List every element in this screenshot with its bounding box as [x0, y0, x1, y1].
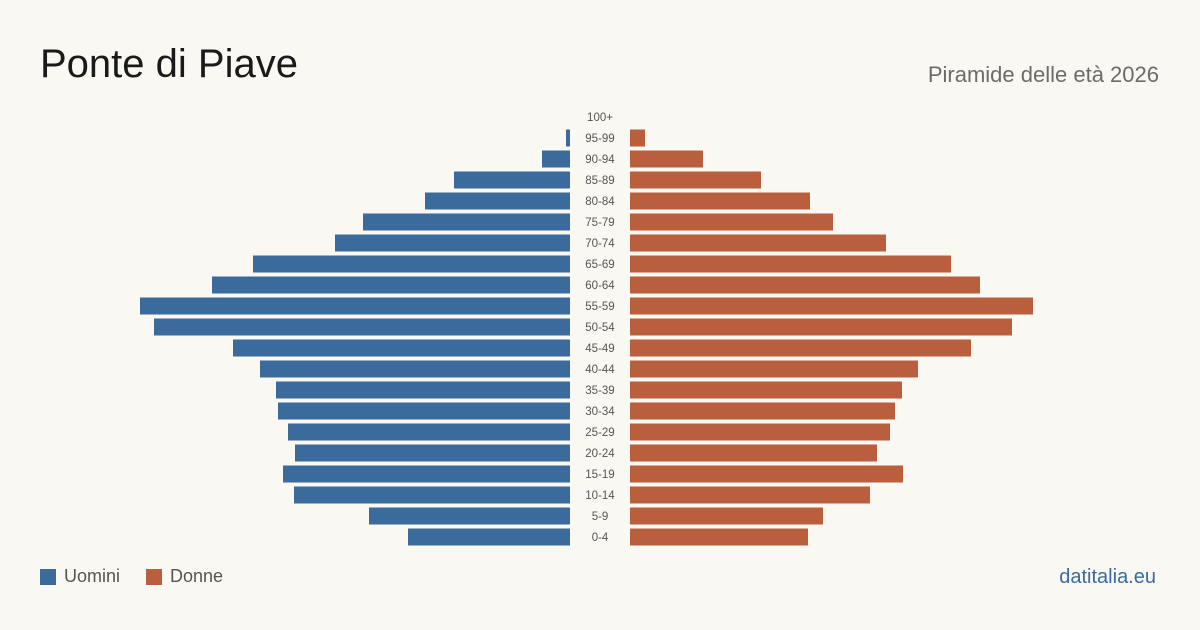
age-label-95-99: 95-99	[585, 133, 614, 145]
legend-item-women: Donne	[146, 566, 223, 587]
age-label-75-79: 75-79	[585, 217, 614, 229]
age-label-90-94: 90-94	[585, 154, 615, 166]
bar-women-10-14	[630, 486, 870, 504]
age-label-10-14: 10-14	[585, 490, 615, 502]
age-label-0-4: 0-4	[592, 532, 609, 544]
age-label-30-34: 30-34	[585, 406, 615, 418]
chart-subtitle: Piramide delle età 2026	[927, 62, 1159, 87]
bar-women-95-99	[630, 129, 645, 147]
bar-men-50-54	[154, 318, 570, 336]
bar-men-95-99	[566, 129, 570, 147]
bar-women-20-24	[630, 444, 877, 462]
bar-women-25-29	[630, 423, 890, 441]
bar-women-5-9	[630, 507, 823, 525]
legend-item-men: Uomini	[40, 566, 120, 587]
age-label-60-64: 60-64	[585, 280, 615, 292]
legend-swatch-men	[40, 568, 56, 585]
bar-men-35-39	[276, 381, 570, 399]
bar-men-45-49	[233, 339, 570, 357]
bar-men-85-89	[454, 171, 570, 189]
age-label-65-69: 65-69	[585, 259, 614, 271]
legend-label-women: Donne	[170, 566, 224, 586]
age-label-15-19: 15-19	[585, 469, 614, 481]
bar-women-75-79	[630, 213, 833, 231]
bar-men-15-19	[283, 465, 570, 483]
bar-women-80-84	[630, 192, 810, 210]
age-label-35-39: 35-39	[585, 385, 614, 397]
age-label-50-54: 50-54	[585, 322, 615, 334]
bar-women-45-49	[630, 339, 971, 357]
bar-men-25-29	[288, 423, 570, 441]
age-label-85-89: 85-89	[585, 175, 614, 187]
page-title: Ponte di Piave	[40, 42, 298, 86]
legend: Uomini Donne	[40, 566, 249, 587]
age-label-25-29: 25-29	[585, 427, 614, 439]
bar-men-30-34	[278, 402, 570, 420]
bar-women-65-69	[630, 255, 951, 273]
bar-women-60-64	[630, 276, 980, 294]
bar-women-40-44	[630, 360, 918, 378]
bar-women-85-89	[630, 171, 761, 189]
age-label-70-74: 70-74	[585, 238, 615, 250]
bar-women-15-19	[630, 465, 903, 483]
bar-men-40-44	[260, 360, 570, 378]
age-label-5-9: 5-9	[592, 511, 609, 523]
age-label-100+: 100+	[587, 112, 613, 124]
bar-men-0-4	[408, 528, 570, 546]
brand-link[interactable]: datitalia.eu	[1059, 566, 1156, 588]
bar-men-55-59	[140, 297, 570, 315]
bar-women-90-94	[630, 150, 703, 168]
bar-men-80-84	[425, 192, 570, 210]
bar-women-0-4	[630, 528, 808, 546]
bar-men-90-94	[542, 150, 570, 168]
bar-women-50-54	[630, 318, 1012, 336]
legend-swatch-women	[146, 568, 163, 585]
bar-women-70-74	[630, 234, 886, 252]
bar-men-75-79	[363, 213, 570, 231]
bar-women-30-34	[630, 402, 895, 420]
bar-men-10-14	[294, 486, 570, 504]
bar-men-5-9	[369, 507, 570, 525]
age-label-20-24: 20-24	[585, 448, 615, 460]
legend-label-men: Uomini	[64, 566, 121, 586]
bar-men-65-69	[253, 255, 570, 273]
age-label-45-49: 45-49	[585, 343, 614, 355]
bar-women-55-59	[630, 297, 1033, 315]
age-label-40-44: 40-44	[585, 364, 615, 376]
bar-women-35-39	[630, 381, 902, 399]
bar-men-60-64	[212, 276, 570, 294]
age-label-55-59: 55-59	[585, 301, 614, 313]
bar-men-70-74	[335, 234, 570, 252]
bar-men-20-24	[295, 444, 570, 462]
age-label-80-84: 80-84	[585, 196, 615, 208]
